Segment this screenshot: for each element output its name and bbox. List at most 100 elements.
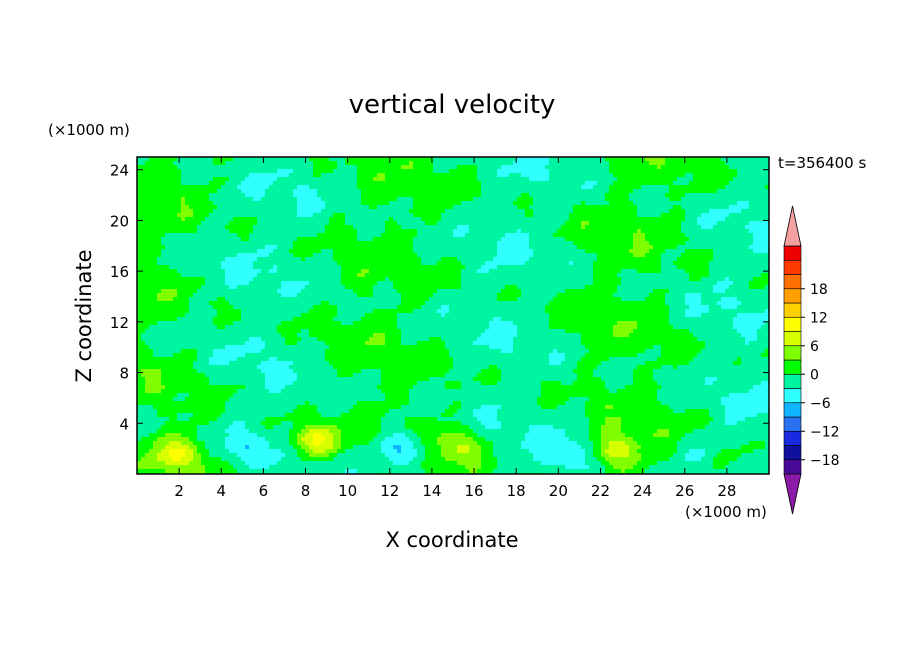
contour-cell <box>565 241 570 246</box>
contour-cell <box>417 273 422 278</box>
contour-cell <box>401 241 406 246</box>
contour-cell <box>601 181 606 186</box>
contour-cell <box>313 189 318 194</box>
contour-cell <box>421 233 426 238</box>
contour-cell <box>149 185 154 190</box>
contour-cell <box>677 205 682 210</box>
contour-cell <box>233 265 238 270</box>
contour-cell <box>561 213 566 218</box>
contour-cell <box>449 157 454 162</box>
contour-cell <box>685 193 690 198</box>
contour-cell <box>597 165 602 170</box>
contour-cell <box>353 165 358 170</box>
contour-cell <box>693 269 698 274</box>
contour-cell <box>501 277 506 282</box>
contour-cell <box>433 181 438 186</box>
contour-cell <box>689 181 694 186</box>
contour-cell <box>593 217 598 222</box>
contour-cell <box>205 197 210 202</box>
contour-cell <box>273 249 278 254</box>
contour-cell <box>741 225 746 230</box>
contour-cell <box>493 189 498 194</box>
contour-cell <box>457 265 462 270</box>
contour-cell <box>181 237 186 242</box>
contour-cell <box>517 221 522 226</box>
contour-cell <box>565 261 570 266</box>
contour-cell <box>205 209 210 214</box>
contour-cell <box>765 173 769 178</box>
contour-cell <box>249 229 254 234</box>
contour-cell <box>237 221 242 226</box>
contour-cell <box>433 205 438 210</box>
contour-cell <box>697 209 702 214</box>
contour-cell <box>473 165 478 170</box>
contour-cell <box>197 205 202 210</box>
contour-cell <box>505 245 510 250</box>
contour-cell <box>741 257 746 262</box>
contour-cell <box>613 197 618 202</box>
contour-cell <box>725 165 730 170</box>
contour-cell <box>185 177 190 182</box>
contour-cell <box>325 161 330 166</box>
contour-cell <box>229 173 234 178</box>
contour-cell <box>537 249 542 254</box>
contour-cell <box>577 193 582 198</box>
contour-cell <box>369 173 374 178</box>
contour-cell <box>509 209 514 214</box>
contour-cell <box>309 273 314 278</box>
contour-cell <box>725 261 730 266</box>
contour-cell <box>713 173 718 178</box>
contour-cell <box>509 281 514 286</box>
contour-cell <box>285 161 290 166</box>
contour-cell <box>369 181 374 186</box>
contour-cell <box>697 213 702 218</box>
contour-cell <box>405 261 410 266</box>
contour-cell <box>549 181 554 186</box>
contour-cell <box>573 229 578 234</box>
contour-cell <box>317 265 322 270</box>
contour-cell <box>189 281 194 286</box>
contour-cell <box>657 165 662 170</box>
contour-cell <box>649 249 654 254</box>
contour-cell <box>433 177 438 182</box>
contour-cell <box>649 169 654 174</box>
contour-cell <box>501 281 506 286</box>
contour-cell <box>613 277 618 282</box>
contour-cell <box>517 273 522 278</box>
contour-cell <box>157 165 162 170</box>
contour-cell <box>565 189 570 194</box>
contour-cell <box>245 185 250 190</box>
contour-cell <box>313 169 318 174</box>
contour-cell <box>473 225 478 230</box>
contour-cell <box>529 253 534 258</box>
contour-cell <box>717 201 722 206</box>
contour-cell <box>753 201 758 206</box>
contour-cell <box>209 181 214 186</box>
contour-cell <box>333 189 338 194</box>
contour-cell <box>521 261 526 266</box>
contour-cell <box>681 185 686 190</box>
contour-cell <box>709 181 714 186</box>
contour-cell <box>277 229 282 234</box>
contour-cell <box>433 169 438 174</box>
contour-cell <box>685 209 690 214</box>
contour-cell <box>337 265 342 270</box>
contour-cell <box>301 269 306 274</box>
contour-cell <box>601 241 606 246</box>
contour-cell <box>557 209 562 214</box>
contour-cell <box>461 225 466 230</box>
contour-cell <box>613 169 618 174</box>
contour-cell <box>549 217 554 222</box>
contour-cell <box>161 161 166 166</box>
contour-cell <box>601 249 606 254</box>
contour-cell <box>289 225 294 230</box>
contour-cell <box>261 281 266 286</box>
contour-cell <box>681 209 686 214</box>
contour-cell <box>277 169 282 174</box>
contour-cell <box>569 173 574 178</box>
contour-cell <box>277 237 282 242</box>
contour-cell <box>481 245 486 250</box>
contour-cell <box>225 193 230 198</box>
contour-cell <box>505 221 510 226</box>
contour-cell <box>697 245 702 250</box>
